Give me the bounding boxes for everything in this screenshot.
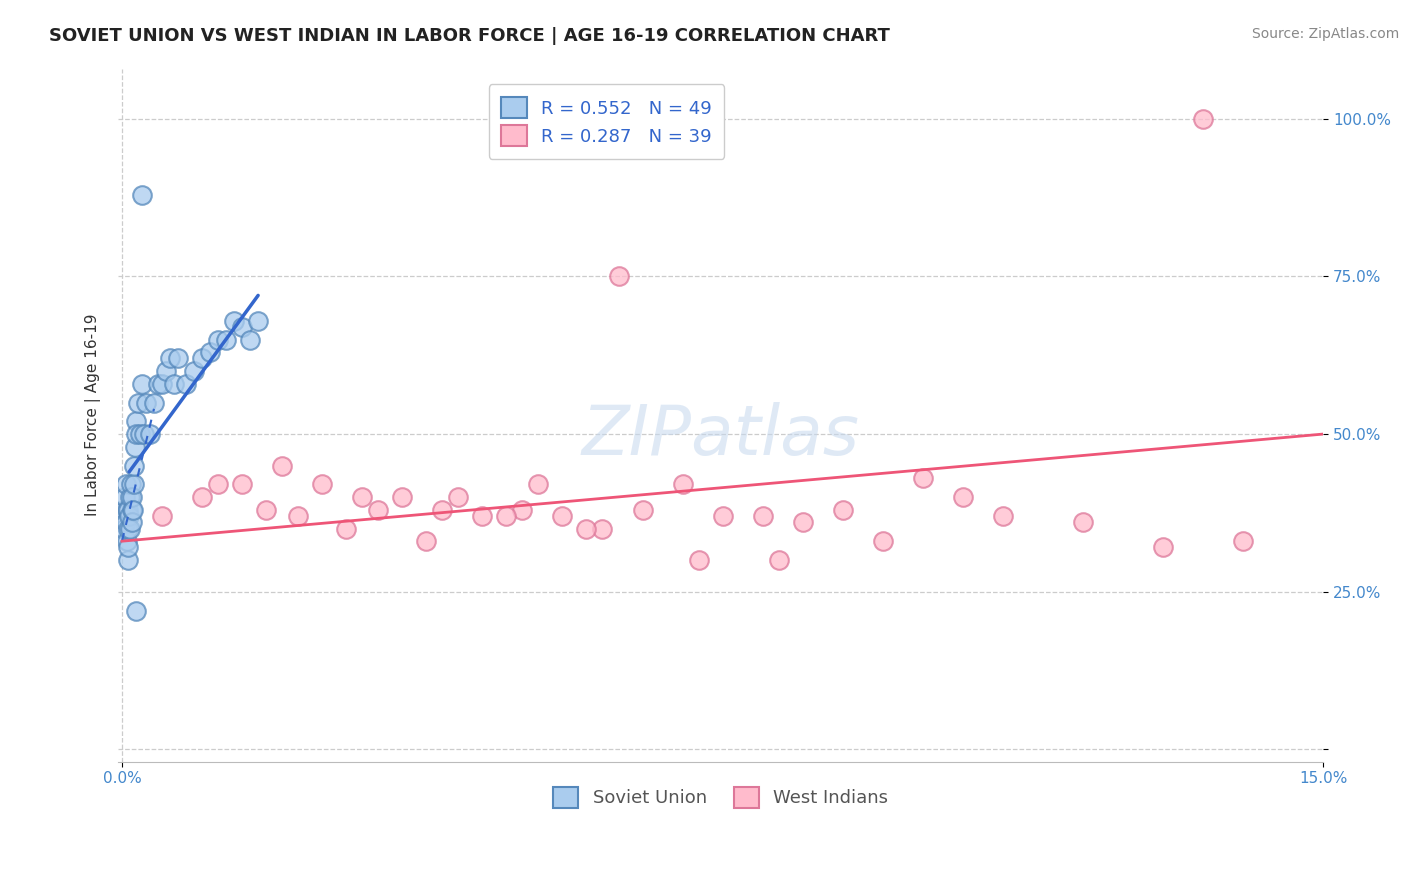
Point bbox=[991, 508, 1014, 523]
Point bbox=[254, 502, 277, 516]
Point bbox=[551, 508, 574, 523]
Point bbox=[287, 508, 309, 523]
Point bbox=[117, 502, 139, 516]
Point bbox=[120, 477, 142, 491]
Point bbox=[122, 458, 145, 473]
Point bbox=[122, 477, 145, 491]
Point bbox=[768, 553, 790, 567]
Point bbox=[1071, 516, 1094, 530]
Point bbox=[198, 345, 221, 359]
Point bbox=[671, 477, 693, 491]
Point bbox=[150, 376, 173, 391]
Point bbox=[115, 502, 138, 516]
Point bbox=[575, 522, 598, 536]
Point bbox=[335, 522, 357, 536]
Point bbox=[872, 534, 894, 549]
Point bbox=[115, 534, 138, 549]
Point bbox=[183, 364, 205, 378]
Text: ZIPatlas: ZIPatlas bbox=[582, 402, 859, 469]
Point bbox=[222, 313, 245, 327]
Point bbox=[124, 414, 146, 428]
Point bbox=[155, 364, 177, 378]
Point bbox=[114, 490, 136, 504]
Point bbox=[135, 395, 157, 409]
Point bbox=[121, 490, 143, 504]
Point bbox=[118, 522, 141, 536]
Point bbox=[495, 508, 517, 523]
Point bbox=[527, 477, 550, 491]
Point bbox=[471, 508, 494, 523]
Point bbox=[1152, 541, 1174, 555]
Point bbox=[391, 490, 413, 504]
Point bbox=[131, 376, 153, 391]
Point bbox=[174, 376, 197, 391]
Point bbox=[122, 502, 145, 516]
Point bbox=[271, 458, 294, 473]
Point bbox=[1232, 534, 1254, 549]
Y-axis label: In Labor Force | Age 16-19: In Labor Force | Age 16-19 bbox=[86, 314, 101, 516]
Point bbox=[124, 440, 146, 454]
Point bbox=[631, 502, 654, 516]
Point bbox=[139, 427, 162, 442]
Point bbox=[911, 471, 934, 485]
Point bbox=[134, 427, 156, 442]
Point bbox=[352, 490, 374, 504]
Point bbox=[127, 395, 149, 409]
Point bbox=[447, 490, 470, 504]
Point bbox=[688, 553, 710, 567]
Point bbox=[607, 269, 630, 284]
Point bbox=[121, 516, 143, 530]
Point bbox=[146, 376, 169, 391]
Point bbox=[191, 351, 214, 366]
Point bbox=[159, 351, 181, 366]
Point bbox=[112, 522, 135, 536]
Point bbox=[231, 319, 253, 334]
Point bbox=[112, 502, 135, 516]
Point bbox=[367, 502, 389, 516]
Point bbox=[125, 603, 148, 617]
Point bbox=[163, 376, 186, 391]
Point bbox=[952, 490, 974, 504]
Point bbox=[1192, 112, 1215, 126]
Point bbox=[143, 395, 166, 409]
Point bbox=[131, 187, 153, 202]
Point bbox=[831, 502, 853, 516]
Point bbox=[592, 522, 614, 536]
Point bbox=[115, 516, 138, 530]
Point bbox=[415, 534, 437, 549]
Point bbox=[117, 553, 139, 567]
Point bbox=[150, 508, 173, 523]
Point bbox=[311, 477, 333, 491]
Point bbox=[792, 516, 814, 530]
Point bbox=[711, 508, 734, 523]
Text: SOVIET UNION VS WEST INDIAN IN LABOR FORCE | AGE 16-19 CORRELATION CHART: SOVIET UNION VS WEST INDIAN IN LABOR FOR… bbox=[49, 27, 890, 45]
Point bbox=[115, 477, 138, 491]
Point bbox=[751, 508, 773, 523]
Point bbox=[125, 427, 148, 442]
Point bbox=[128, 427, 150, 442]
Point bbox=[191, 490, 214, 504]
Point bbox=[121, 502, 143, 516]
Text: Source: ZipAtlas.com: Source: ZipAtlas.com bbox=[1251, 27, 1399, 41]
Point bbox=[207, 333, 229, 347]
Point bbox=[231, 477, 253, 491]
Point bbox=[117, 522, 139, 536]
Point bbox=[512, 502, 534, 516]
Point bbox=[117, 541, 139, 555]
Point bbox=[207, 477, 229, 491]
Point bbox=[432, 502, 454, 516]
Point bbox=[215, 333, 238, 347]
Point bbox=[239, 333, 262, 347]
Point bbox=[167, 351, 190, 366]
Point bbox=[247, 313, 270, 327]
Point bbox=[118, 490, 141, 504]
Point bbox=[118, 508, 141, 523]
Legend: Soviet Union, West Indians: Soviet Union, West Indians bbox=[546, 780, 896, 815]
